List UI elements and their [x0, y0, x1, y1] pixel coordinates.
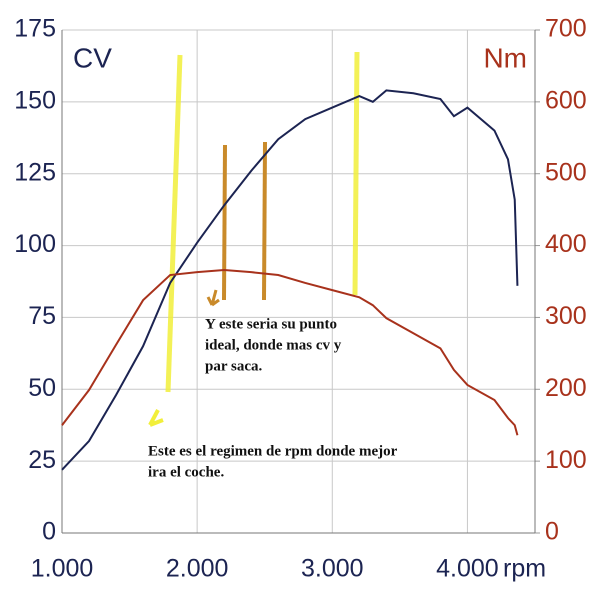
y2-tick-label: 0	[545, 518, 559, 546]
y2-tick-label: 500	[545, 158, 587, 186]
y2-tick-label: 300	[545, 302, 587, 330]
x-axis-label: rpm	[503, 555, 546, 583]
x-tick-label: 3.000	[301, 555, 364, 583]
highlight-line	[222, 144, 227, 301]
y-tick-label: 125	[14, 158, 56, 186]
annotation: Y este seria su punto	[205, 316, 337, 332]
grid	[61, 29, 540, 534]
y2-tick-label: 400	[545, 230, 587, 258]
y2-tick-label: 200	[545, 374, 587, 402]
highlight-arrow	[148, 409, 164, 427]
y2-tick-label: 100	[545, 446, 587, 474]
y-tick-label: 25	[28, 446, 56, 474]
y-tick-label: 50	[28, 374, 56, 402]
y2-tick-label: 600	[545, 86, 587, 114]
series-label: CV	[73, 42, 112, 73]
y-tick-label: 150	[14, 86, 56, 114]
annotation: ira el coche.	[148, 464, 224, 480]
series-label: Nm	[483, 42, 527, 73]
y-tick-label: 100	[14, 230, 56, 258]
series-line	[61, 89, 519, 471]
x-tick-label: 2.000	[166, 555, 229, 583]
y-tick-label: 175	[14, 15, 56, 43]
plot	[61, 89, 519, 471]
highlight-line	[352, 51, 360, 296]
annotation: Este es el regimen de rpm donde mejor	[148, 443, 398, 459]
x-tick-label: 4.000	[436, 555, 499, 583]
y-tick-label: 0	[42, 518, 56, 546]
y-tick-label: 75	[28, 302, 56, 330]
y2-tick-label: 700	[545, 15, 587, 43]
highlight-line	[165, 54, 183, 393]
series-line	[61, 268, 519, 436]
annotation: ideal, donde mas cv y	[205, 337, 342, 353]
highlight-arrow	[206, 289, 220, 307]
highlight-line	[262, 141, 267, 301]
x-tick-label: 1.000	[31, 555, 94, 583]
annotation: par saca.	[205, 358, 262, 374]
